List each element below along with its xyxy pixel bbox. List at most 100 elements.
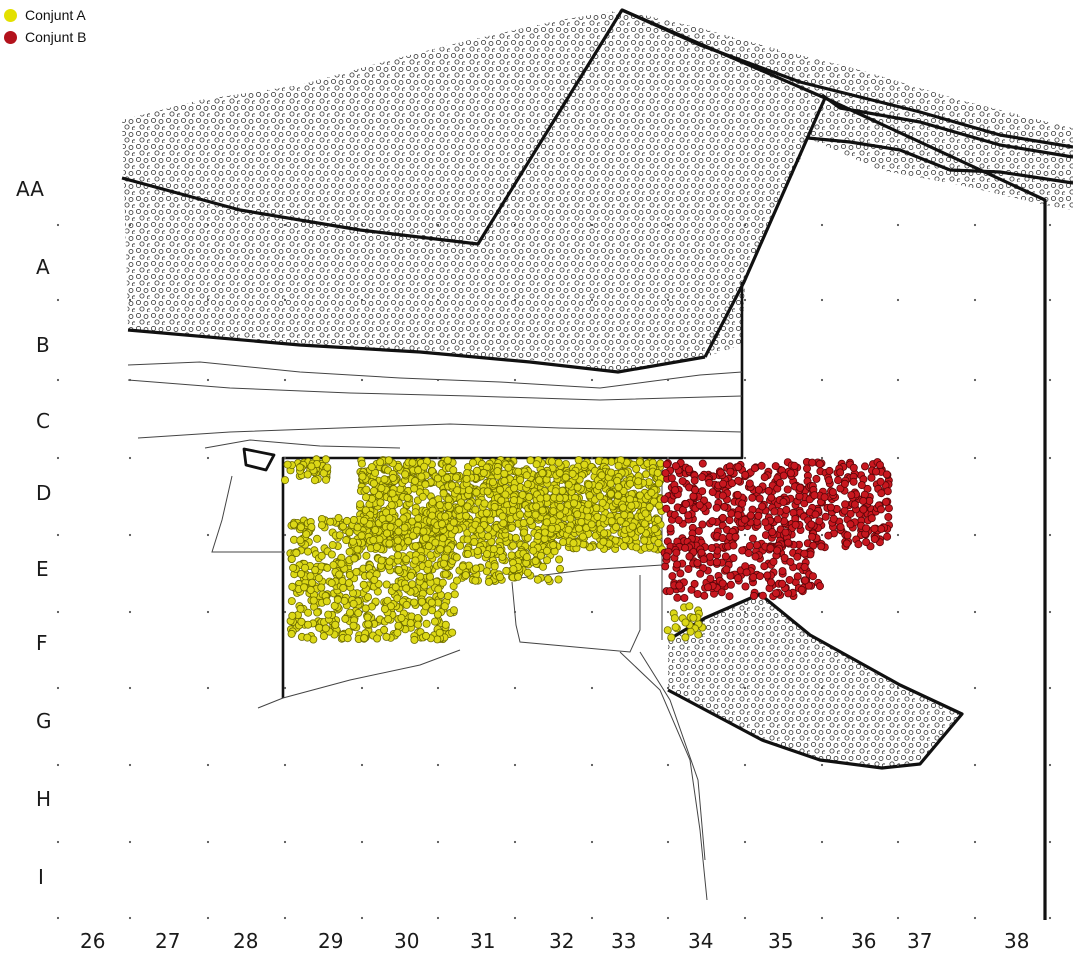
column-label-28: 28 bbox=[233, 929, 258, 953]
find-point bbox=[345, 547, 354, 556]
find-point bbox=[725, 592, 734, 601]
find-point bbox=[374, 491, 383, 500]
find-point bbox=[666, 587, 675, 596]
grid-marker bbox=[283, 223, 287, 227]
find-point bbox=[816, 582, 825, 591]
find-point bbox=[577, 518, 586, 527]
grid-marker bbox=[590, 298, 594, 302]
find-point bbox=[499, 519, 508, 528]
find-point bbox=[654, 539, 663, 548]
find-point bbox=[817, 542, 826, 551]
find-point bbox=[829, 514, 838, 523]
find-point bbox=[523, 480, 532, 489]
find-point bbox=[471, 505, 480, 514]
find-point bbox=[696, 569, 705, 578]
grid-marker bbox=[743, 456, 747, 460]
find-point bbox=[385, 557, 394, 566]
find-point bbox=[472, 466, 481, 475]
find-point bbox=[377, 556, 386, 565]
find-point bbox=[362, 485, 371, 494]
find-point bbox=[877, 524, 886, 533]
find-point bbox=[472, 488, 481, 497]
legend-item-conjunt-b: Conjunt B bbox=[4, 26, 86, 48]
find-point bbox=[841, 500, 850, 509]
grid-marker bbox=[56, 840, 60, 844]
find-point bbox=[676, 569, 685, 578]
find-point bbox=[462, 474, 471, 483]
grid-marker bbox=[436, 840, 440, 844]
find-point bbox=[433, 610, 442, 619]
find-point bbox=[321, 455, 330, 464]
find-point bbox=[862, 524, 871, 533]
find-point bbox=[463, 535, 472, 544]
find-point bbox=[520, 528, 529, 537]
find-point bbox=[641, 509, 650, 518]
find-point bbox=[501, 490, 510, 499]
find-point bbox=[810, 491, 819, 500]
find-point bbox=[443, 473, 452, 482]
find-point bbox=[811, 510, 820, 519]
find-point bbox=[536, 494, 545, 503]
grid-marker bbox=[666, 916, 670, 920]
grid-marker bbox=[1048, 840, 1052, 844]
column-label-33: 33 bbox=[611, 929, 636, 953]
find-point bbox=[376, 498, 385, 507]
column-labels: 26 27 28 29 30 31 32 33 34 35 36 37 38 bbox=[80, 929, 1029, 953]
find-point bbox=[350, 554, 359, 563]
find-point bbox=[456, 541, 465, 550]
wall-south-base bbox=[127, 328, 706, 374]
grid-marker bbox=[283, 456, 287, 460]
find-point bbox=[760, 562, 769, 571]
find-point bbox=[606, 489, 615, 498]
find-point bbox=[419, 527, 428, 536]
find-point bbox=[402, 600, 411, 609]
find-point bbox=[533, 575, 542, 584]
grid-marker bbox=[206, 916, 210, 920]
find-point bbox=[640, 519, 649, 528]
find-point bbox=[443, 592, 452, 601]
find-point bbox=[661, 469, 670, 478]
find-point bbox=[766, 544, 775, 553]
find-point bbox=[403, 493, 412, 502]
grid-marker bbox=[436, 763, 440, 767]
find-point bbox=[769, 557, 778, 566]
find-point bbox=[861, 462, 870, 471]
find-point bbox=[413, 620, 422, 629]
find-point bbox=[367, 463, 376, 472]
find-point bbox=[815, 459, 824, 468]
grid-marker bbox=[743, 840, 747, 844]
find-point bbox=[509, 565, 518, 574]
find-point bbox=[421, 534, 430, 543]
find-point bbox=[708, 488, 717, 497]
find-point bbox=[353, 523, 362, 532]
find-point bbox=[462, 511, 471, 520]
find-point bbox=[859, 496, 868, 505]
conjunt-b-points bbox=[660, 457, 894, 603]
find-point bbox=[698, 473, 707, 482]
find-point bbox=[441, 620, 450, 629]
find-point bbox=[421, 480, 430, 489]
column-label-26: 26 bbox=[80, 929, 105, 953]
find-point bbox=[402, 584, 411, 593]
grid-marker bbox=[206, 456, 210, 460]
wall-east-upper bbox=[621, 8, 1073, 149]
find-point bbox=[750, 591, 759, 600]
find-point bbox=[718, 491, 727, 500]
find-point bbox=[655, 501, 664, 510]
find-point bbox=[763, 571, 772, 580]
find-point bbox=[700, 591, 709, 600]
grid-marker bbox=[513, 916, 517, 920]
find-point bbox=[647, 488, 656, 497]
find-point bbox=[824, 531, 833, 540]
find-point bbox=[488, 478, 497, 487]
find-point bbox=[561, 473, 570, 482]
find-point bbox=[471, 576, 480, 585]
grid-marker bbox=[743, 223, 747, 227]
find-point bbox=[297, 617, 306, 626]
find-point bbox=[726, 571, 735, 580]
find-point bbox=[594, 456, 603, 465]
grid-marker bbox=[1048, 916, 1052, 920]
find-point bbox=[803, 464, 812, 473]
find-point bbox=[406, 619, 415, 628]
find-point bbox=[740, 515, 749, 524]
